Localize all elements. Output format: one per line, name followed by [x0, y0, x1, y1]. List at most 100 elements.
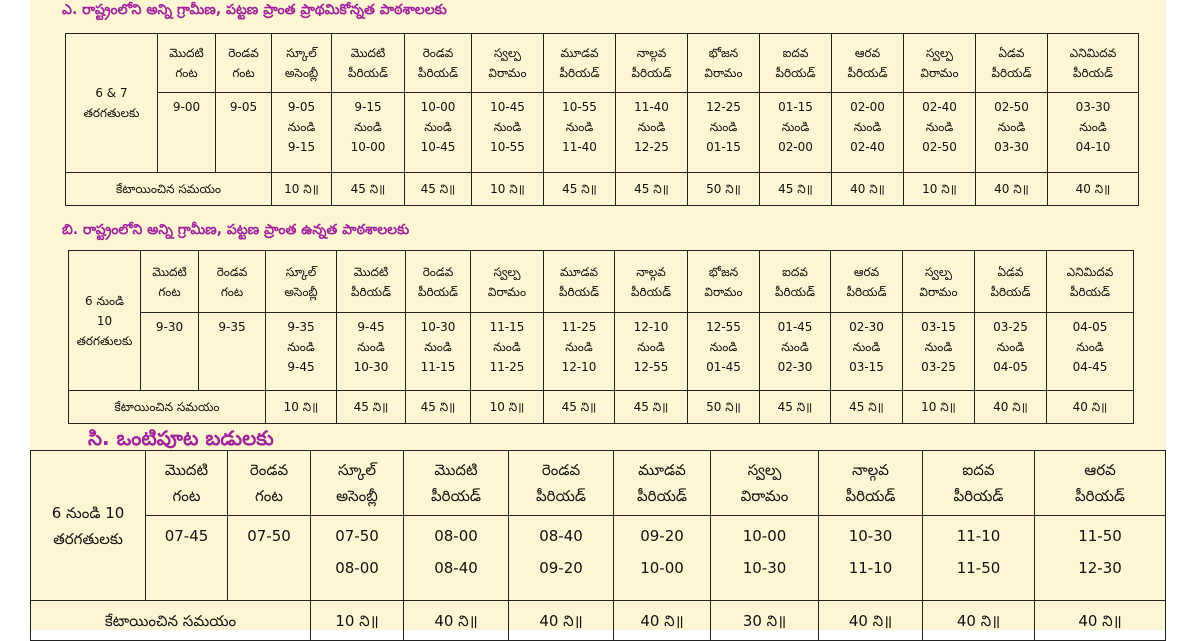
column-header-line: భోజన	[708, 264, 739, 279]
column-header-line: ఆరవ	[1084, 461, 1116, 479]
column-header: నాల్గవ పీరియడ్	[614, 250, 688, 313]
time-cell-line: 9-45	[357, 320, 385, 334]
column-header: మొదటి పీరియడ్	[331, 33, 405, 93]
allotted-time-cell: 40 ని॥	[975, 172, 1048, 206]
column-header-line: స్కూల్	[285, 264, 317, 279]
timetable: 6 నుండి 10 తరగతులకు మొదటి గంట రెండవ గంట స్కూల్…	[30, 450, 1166, 641]
time-cell-line: నుండి	[997, 120, 1026, 134]
time-cell-line: 11-25	[489, 360, 525, 374]
time-cell-line: 02-30	[777, 360, 813, 374]
column-header-line: ఆరవ	[854, 46, 881, 60]
time-cell-line: 02-00	[850, 100, 885, 114]
header-row: 6 & 7 తరగతులకు మొదటి గంట రెండవ గంట స్కూల్ అసెంబ…	[65, 33, 1139, 173]
time-cell: 9-35	[198, 312, 266, 391]
timetable: 6 నుండి 10 తరగతులకు మొదటి గంట రెండవ గంట స్కూల్ అ…	[68, 250, 1134, 424]
time-cell: 10-00 10-30	[710, 515, 819, 601]
column-header-line: పీరియడ్	[1075, 487, 1125, 505]
class-label: 6 నుండి 10 తరగతులకు	[30, 450, 146, 601]
time-cell-line: 9-15	[354, 100, 382, 114]
allotted-time-row: కేటాయించిన సమయం 10 ని॥ 40 ని॥ 40 ని॥ 40 ని॥ 3…	[30, 600, 1166, 641]
column-header: స్కూల్ అసెంబ్లీ	[271, 33, 332, 93]
time-cell-line: 11-15	[420, 360, 456, 374]
column-header-line: గంట	[232, 66, 255, 80]
time-cell: 10-30 నుండి 11-15	[405, 312, 471, 391]
time-cell-line: 04-05	[993, 360, 1028, 374]
time-cell: 10-00 నుండి 10-45	[404, 92, 472, 173]
allotted-time-cell: 45 ని॥	[331, 172, 405, 206]
time-cell: 02-50 నుండి 03-30	[975, 92, 1048, 173]
time-cell-line: నుండి	[925, 120, 954, 134]
time-cell-line: నుండి	[781, 340, 809, 354]
column-header-line: పీరియడ్	[348, 66, 388, 80]
column-header: స్వల్ప విరామం	[470, 250, 544, 313]
time-cell-line: నుండి	[709, 120, 738, 134]
time-cell: 01-45 నుండి 02-30	[759, 312, 831, 391]
time-cell-line: 01-45	[777, 320, 813, 334]
time-cell: 02-30 నుండి 03-15	[830, 312, 903, 391]
time-cell-line: 08-00	[434, 527, 478, 545]
column-header-line: మొదటి	[169, 46, 204, 60]
column-header-line: ఆరవ	[853, 264, 880, 279]
column-header-line: పీరియడ్	[637, 487, 687, 505]
column-header-line: ఐదవ	[962, 461, 995, 479]
time-cell-line: 11-15	[489, 320, 525, 334]
column-header-line: విరామం	[704, 284, 743, 299]
time-cell-line: 12-10	[561, 360, 597, 374]
time-cell-line: నుండి	[354, 120, 382, 134]
column-header-line: మొదటి	[434, 461, 478, 479]
column-header-line: పీరియడ్	[559, 284, 599, 299]
column-header-line: గంట	[158, 284, 181, 299]
column-header-line: పీరియడ్	[990, 284, 1031, 299]
time-cell-line: 12-10	[633, 320, 669, 334]
column-header: స్వల్ప విరామం	[710, 450, 819, 516]
column-header-line: విరామం	[487, 284, 527, 299]
column-header: మొదటి పీరియడ్	[336, 250, 406, 313]
column-header-line: పీరియడ్	[846, 284, 887, 299]
column-header-line: పీరియడ్	[991, 66, 1032, 80]
allotted-time-cell: 50 ని॥	[687, 390, 760, 424]
column-header: ఏడవ పీరియడ్	[975, 33, 1048, 93]
time-cell: 07-50	[227, 515, 311, 601]
time-cell: 10-30 11-10	[818, 515, 923, 601]
column-header-line: పీరియడ్	[775, 66, 816, 80]
allotted-time-cell: 40 ని॥	[1034, 600, 1166, 641]
time-cell-line: నుండి	[709, 340, 738, 354]
column-header-line: పీరియడ్	[1070, 284, 1110, 299]
column-header-line: ఎనిమిదవ	[1069, 46, 1117, 60]
class-label-line: 6 & 7	[95, 86, 128, 100]
timetable: 6 & 7 తరగతులకు మొదటి గంట రెండవ గంట స్కూల్ అసెంబ…	[65, 33, 1139, 206]
time-cell-line: 11-10	[848, 559, 893, 577]
time-cell-line: 04-10	[1075, 140, 1111, 154]
time-cell-line: 02-50	[922, 140, 957, 154]
column-header: ఐదవ పీరియడ్	[759, 250, 831, 313]
column-header-line: గంట	[255, 487, 283, 505]
time-cell: 11-25 నుండి 12-10	[543, 312, 615, 391]
time-cell-line: 02-30	[849, 320, 884, 334]
time-cell-line: 9-35	[287, 320, 315, 334]
allotted-time-cell: 50 ని॥	[687, 172, 760, 206]
class-label-line: 10	[96, 313, 113, 328]
column-header-line: స్వల్ప	[925, 264, 952, 279]
column-header: ఐదవ పీరియడ్	[759, 33, 832, 93]
class-label-line: తరగతులకు	[83, 106, 140, 120]
column-header: రెండవ పీరియడ్	[405, 250, 471, 313]
time-cell: 12-55 నుండి 01-45	[687, 312, 760, 391]
column-header-line: స్వల్ప	[493, 264, 521, 279]
time-cell: 9-15 నుండి 10-00	[331, 92, 405, 173]
class-label-line: తరగతులకు	[53, 529, 123, 548]
time-cell-line: 01-15	[706, 140, 741, 154]
time-cell-line: నుండి	[424, 340, 452, 354]
allotted-time-cell: 40 ని॥	[974, 390, 1047, 424]
time-cell-line: 03-30	[1075, 100, 1111, 114]
time-cell: 11-15 నుండి 11-25	[470, 312, 544, 391]
time-cell-line: 10-00	[640, 559, 684, 577]
allotted-time-cell: 45 ని॥	[830, 390, 903, 424]
time-cell: 10-55 నుండి 11-40	[543, 92, 616, 173]
column-header: రెండవ గంట	[227, 450, 311, 516]
time-cell: 9-35 నుండి 9-45	[265, 312, 337, 391]
allotted-time-label: కేటాయించిన సమయం	[65, 172, 272, 206]
allotted-time-cell: 40 ని॥	[818, 600, 923, 641]
column-header: మూడవ పీరియడ్	[543, 33, 616, 93]
column-header-line: మొదటి	[152, 264, 187, 279]
column-header-line: ఐదవ	[782, 264, 808, 279]
